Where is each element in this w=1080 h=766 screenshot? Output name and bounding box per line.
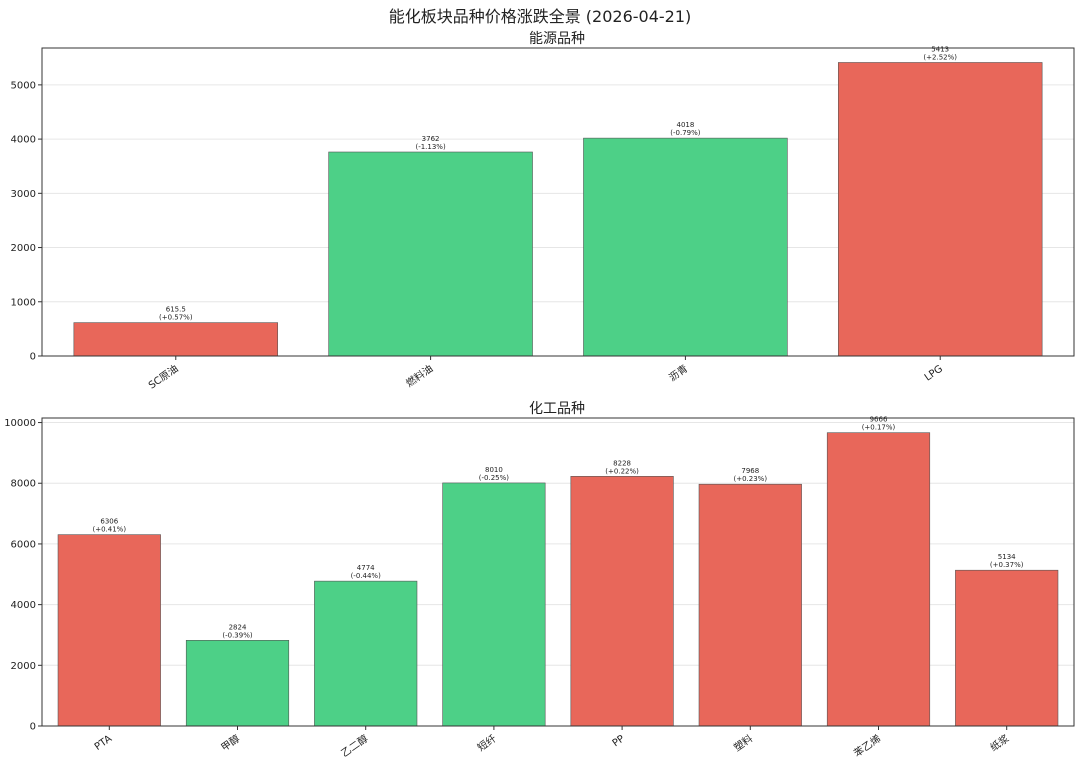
- chemical-bar: [57, 534, 161, 727]
- chemical-bar: [826, 432, 931, 727]
- chemical-value-label: 5134: [998, 553, 1016, 561]
- chemical-value-label: 8010: [485, 466, 503, 474]
- chemical-change-label: (+0.41%): [93, 526, 127, 534]
- chemical-bar: [570, 476, 674, 727]
- energy-x-tick-label: SC原油: [146, 362, 181, 392]
- chemical-x-tick-label: PP: [611, 733, 627, 749]
- chemical-value-label: 4774: [357, 564, 375, 572]
- energy-value-label: 4018: [676, 121, 694, 129]
- chemical-y-tick-label: 10000: [4, 418, 36, 429]
- energy-value-label: 615.5: [166, 306, 186, 314]
- chemical-x-tick-label: 短纤: [475, 732, 499, 754]
- chemical-x-tick-label: 纸浆: [988, 732, 1012, 754]
- energy-y-tick-label: 1000: [11, 297, 36, 308]
- chemical-y-tick-label: 8000: [11, 479, 36, 490]
- chemical-change-label: (+0.22%): [605, 467, 639, 475]
- energy-change-label: (-0.79%): [670, 129, 700, 137]
- energy-value-label: 5413: [931, 45, 949, 53]
- energy-chart-title: 能源品种: [529, 31, 585, 47]
- chemical-y-tick-label: 6000: [11, 539, 36, 550]
- chemical-change-label: (-0.44%): [351, 572, 381, 580]
- energy-y-tick-label: 0: [30, 352, 36, 363]
- energy-y-tick-label: 2000: [11, 243, 36, 254]
- energy-bar: [73, 322, 279, 357]
- chemical-bar: [955, 569, 1059, 727]
- chemical-chart-title: 化工品种: [529, 401, 585, 417]
- chemical-x-tick-label: 苯乙烯: [851, 732, 883, 760]
- energy-x-tick-label: 燃料油: [403, 362, 435, 390]
- chemical-value-label: 7968: [741, 467, 759, 475]
- chemical-x-tick-label: PTA: [93, 733, 114, 753]
- chemical-change-label: (+0.23%): [734, 475, 768, 483]
- chemical-x-tick-label: 塑料: [731, 732, 755, 754]
- chemical-bar: [185, 640, 290, 727]
- chemical-change-label: (-0.25%): [479, 474, 509, 482]
- chemical-bar: [314, 580, 418, 727]
- chemical-bar: [442, 482, 546, 727]
- energy-bar: [583, 137, 788, 357]
- chemical-value-label: 8228: [613, 459, 631, 467]
- energy-x-tick-label: 沥青: [666, 362, 690, 384]
- energy-change-label: (+2.52%): [923, 53, 957, 61]
- chemical-value-label: 9666: [870, 416, 888, 424]
- chemical-y-tick-label: 2000: [11, 661, 36, 672]
- chemical-value-label: 2824: [229, 623, 247, 631]
- chemical-change-label: (+0.17%): [862, 424, 896, 432]
- chemical-x-tick-label: 甲醇: [218, 732, 242, 754]
- chemical-bar: [698, 483, 802, 727]
- energy-y-tick-label: 5000: [11, 80, 36, 91]
- chemical-change-label: (-0.39%): [222, 631, 252, 639]
- chemical-x-tick-label: 乙二醇: [338, 732, 370, 760]
- energy-change-label: (-1.13%): [415, 143, 445, 151]
- energy-y-tick-label: 3000: [11, 189, 36, 200]
- chemical-change-label: (+0.37%): [990, 561, 1024, 569]
- figure-title: 能化板块品种价格涨跌全景 (2026-04-21): [389, 7, 692, 26]
- energy-bar: [328, 151, 533, 357]
- chemical-value-label: 6306: [100, 518, 118, 526]
- energy-value-label: 3762: [422, 135, 440, 143]
- chemical-chart: 化工品种 6306(+0.41%)PTA2824(-0.39%)甲醇4774(-…: [4, 401, 1075, 760]
- energy-chart: 能源品种 615.5(+0.57%) SC原油 3762(-1.13%) 燃料油 401…: [11, 31, 1075, 392]
- chemical-y-tick-label: 0: [30, 722, 36, 733]
- energy-y-tick-label: 4000: [11, 135, 36, 146]
- energy-x-tick-label: LPG: [923, 363, 945, 383]
- energy-change-label: (+0.57%): [159, 314, 193, 322]
- energy-bar: [837, 62, 1043, 357]
- energy-axes-frame: [41, 47, 1075, 357]
- chemical-axes-frame: [41, 417, 1075, 727]
- chemical-y-tick-label: 4000: [11, 600, 36, 611]
